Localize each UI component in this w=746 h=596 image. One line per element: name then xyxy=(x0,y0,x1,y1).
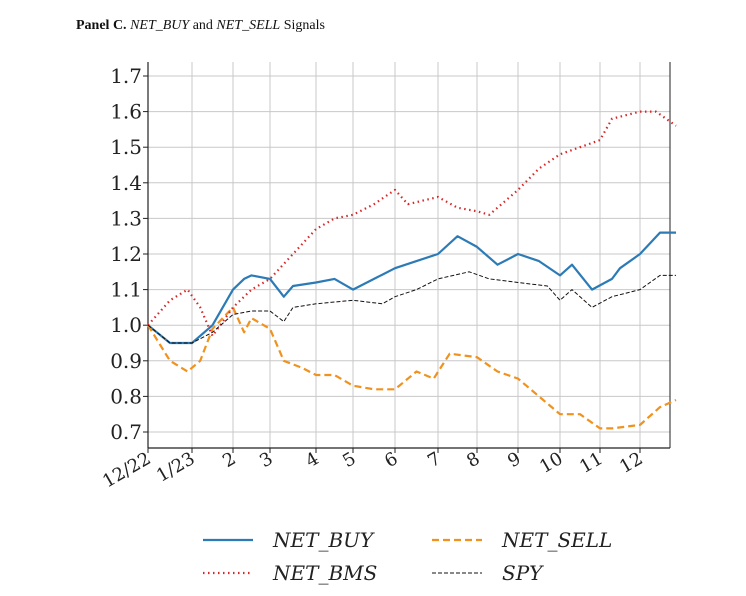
y-tick-label: 1.1 xyxy=(110,278,142,302)
x-tick-label: 1/23 xyxy=(153,448,199,486)
panel-label: Panel C. xyxy=(76,18,127,33)
y-tick-label: 1.7 xyxy=(110,64,142,88)
x-tick-label: 10 xyxy=(536,448,566,478)
y-tick-label: 1.6 xyxy=(110,100,142,124)
series-line-net-sell xyxy=(147,306,677,430)
series-line-net-bms xyxy=(147,110,677,337)
legend-label: NET_SELL xyxy=(501,528,612,552)
y-tick-label: 0.9 xyxy=(110,349,142,373)
y-tick-label: 1.5 xyxy=(110,135,142,159)
chart-title: Panel C. NET_BUY and NET_SELL Signals xyxy=(76,18,325,34)
x-tick-label: 12 xyxy=(616,448,646,478)
legend-label: NET_BUY xyxy=(272,528,375,552)
y-tick-label: 1.4 xyxy=(110,171,142,195)
legend-label: NET_BMS xyxy=(272,561,377,585)
y-tick-label: 1.2 xyxy=(110,242,142,266)
y-tick-label: 0.7 xyxy=(110,420,142,444)
x-tick-label: 11 xyxy=(576,448,606,478)
x-tick-label: 5 xyxy=(339,448,359,472)
x-tick-label: 8 xyxy=(463,448,483,472)
series-line-spy xyxy=(147,271,676,344)
x-tick-label: 9 xyxy=(504,448,524,472)
title-and: and xyxy=(189,18,217,33)
x-tick-label: 3 xyxy=(256,448,276,472)
x-tick-label: 4 xyxy=(302,448,322,472)
legend-label: SPY xyxy=(502,561,544,585)
legend-item-net-buy: NET_BUY xyxy=(203,528,375,552)
x-tick-label: 2 xyxy=(219,448,239,472)
x-tick-label: 7 xyxy=(424,448,444,472)
legend-item-net-bms: NET_BMS xyxy=(203,561,377,585)
title-net-buy: NET_BUY xyxy=(130,18,190,33)
y-tick-label: 1.3 xyxy=(110,206,142,230)
x-tick-label: 12/22 xyxy=(99,448,154,492)
y-tick-label: 0.8 xyxy=(110,384,142,408)
legend-item-net-sell: NET_SELL xyxy=(432,528,612,552)
title-net-sell: NET_SELL xyxy=(216,18,281,33)
x-tick-label: 6 xyxy=(381,448,401,472)
title-signals: Signals xyxy=(280,18,325,33)
legend-item-spy: SPY xyxy=(432,561,544,585)
y-tick-label: 1.0 xyxy=(110,313,142,337)
series-line-net-buy xyxy=(147,231,676,345)
